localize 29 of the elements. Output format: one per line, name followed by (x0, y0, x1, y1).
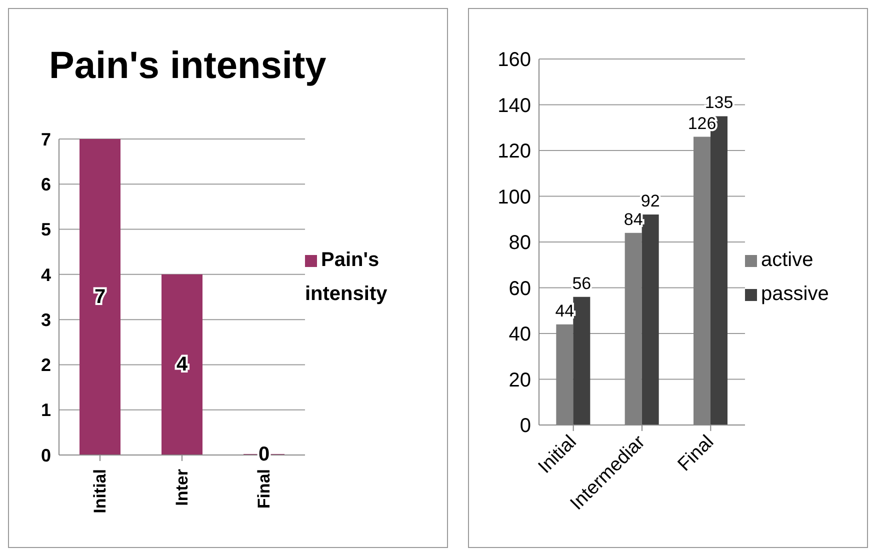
x-tick-label: Initial (90, 469, 110, 514)
y-tick-label: 5 (40, 220, 51, 240)
data-label: 135 (704, 93, 734, 112)
y-tick-label: 1 (40, 400, 51, 420)
y-tick-label: 2 (40, 355, 51, 376)
y-tick-label: 120 (498, 140, 531, 163)
y-tick-label: 100 (498, 186, 531, 208)
y-tick-label: 80 (508, 232, 531, 254)
data-label: 4 (176, 354, 188, 376)
x-tick-label: Final (254, 469, 274, 509)
legend-label: active (761, 249, 814, 271)
y-tick-label: 6 (40, 174, 51, 195)
legend-label: passive (761, 283, 829, 305)
y-tick-label: 60 (508, 278, 531, 300)
y-tick-label: 40 (508, 324, 531, 346)
y-tick-label: 160 (498, 49, 531, 72)
y-tick-label: 7 (40, 129, 51, 150)
data-label: 92 (640, 192, 660, 211)
chart-title: Pain's intensity (49, 45, 326, 88)
legend-label: Pain's intensity (305, 249, 388, 305)
y-tick-label: 140 (498, 94, 531, 117)
y-tick-label: 20 (508, 369, 531, 392)
y-tick-label: 0 (40, 445, 51, 466)
x-tick-label: Inter (172, 468, 192, 506)
data-label: 7 (94, 286, 106, 308)
data-label: 56 (572, 274, 592, 293)
y-tick-label: 3 (40, 310, 51, 330)
y-tick-label: 0 (520, 415, 531, 438)
y-tick-label: 4 (40, 264, 51, 285)
